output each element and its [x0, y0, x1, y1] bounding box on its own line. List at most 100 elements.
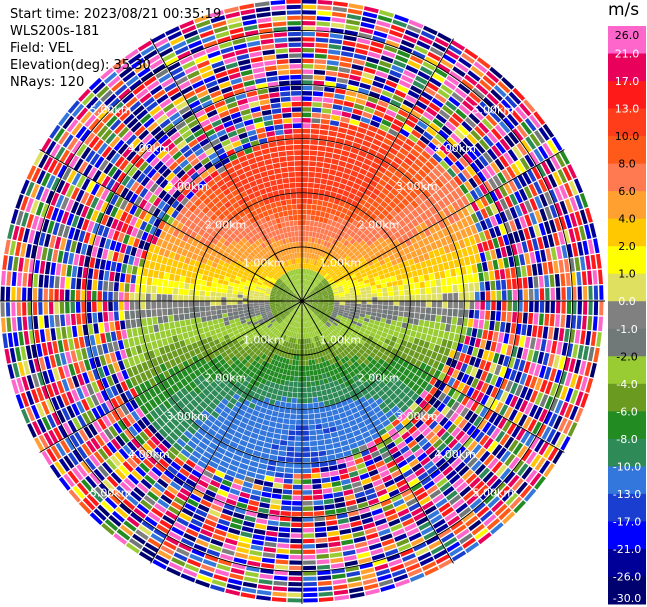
velocity-gate: [367, 345, 375, 352]
velocity-gate: [216, 309, 222, 315]
velocity-gate: [354, 285, 360, 290]
velocity-gate: [211, 310, 217, 316]
velocity-gate: [183, 307, 189, 314]
velocity-gate: [309, 269, 312, 276]
velocity-gate: [375, 105, 387, 113]
velocity-gate: [270, 393, 277, 400]
velocity-gate: [519, 157, 530, 171]
velocity-gate: [482, 75, 496, 88]
velocity-gate: [329, 169, 337, 176]
velocity-gate: [436, 149, 447, 159]
velocity-gate: [310, 242, 315, 248]
velocity-gate: [413, 144, 424, 154]
velocity-gate: [308, 166, 316, 172]
velocity-gate: [312, 193, 319, 200]
velocity-gate: [382, 309, 388, 315]
velocity-gate: [361, 324, 368, 330]
velocity-gate: [438, 247, 446, 256]
velocity-gate: [376, 308, 383, 314]
velocity-gate: [428, 157, 439, 167]
velocity-gate: [340, 533, 353, 541]
velocity-gate: [332, 104, 343, 111]
velocity-gate: [306, 376, 311, 382]
velocity-gate: [446, 252, 453, 262]
velocity-gate: [503, 355, 510, 367]
velocity-gate: [326, 310, 333, 314]
velocity-gate: [302, 139, 310, 145]
velocity-gate: [381, 283, 387, 288]
velocity-gate: [276, 417, 284, 424]
velocity-gate: [372, 324, 379, 330]
velocity-gate: [390, 367, 398, 376]
velocity-gate: [511, 425, 522, 438]
velocity-gate: [273, 580, 288, 586]
velocity-gate: [388, 128, 399, 137]
velocity-gate: [324, 315, 330, 320]
velocity-gate: [258, 301, 265, 304]
velocity-gate: [305, 354, 309, 361]
velocity-gate: [599, 301, 604, 316]
velocity-gate: [478, 122, 490, 134]
velocity-gate: [534, 377, 543, 391]
velocity-gate: [375, 196, 383, 204]
velocity-gate: [438, 129, 449, 140]
velocity-gate: [337, 312, 343, 317]
velocity-gate: [318, 597, 334, 602]
velocity-gate: [77, 325, 83, 337]
velocity-gate: [379, 259, 386, 266]
velocity-gate: [358, 87, 370, 95]
velocity-gate: [430, 351, 438, 360]
velocity-gate: [479, 281, 485, 291]
velocity-gate: [383, 245, 391, 252]
velocity-gate: [399, 295, 405, 301]
velocity-gate: [309, 289, 314, 294]
velocity-gate: [440, 355, 448, 364]
velocity-gate: [367, 96, 379, 104]
velocity-gate: [333, 98, 344, 105]
velocity-gate: [468, 413, 479, 424]
velocity-gate: [529, 198, 538, 211]
velocity-gate: [381, 119, 392, 128]
velocity-gate: [428, 396, 437, 406]
velocity-gate: [328, 294, 334, 297]
velocity-gate: [419, 362, 427, 371]
velocity-gate: [305, 293, 310, 298]
velocity-gate: [390, 275, 397, 282]
velocity-gate: [445, 323, 451, 332]
velocity-gate: [405, 94, 417, 104]
velocity-gate: [307, 188, 314, 194]
velocity-gate: [330, 257, 336, 263]
velocity-gate: [331, 436, 340, 444]
velocity-gate: [533, 111, 546, 126]
velocity-gate: [263, 481, 274, 488]
velocity-gate: [462, 137, 474, 149]
velocity-gate: [359, 339, 366, 345]
velocity-gate: [483, 320, 490, 330]
velocity-gate: [365, 171, 375, 179]
velocity-gate: [323, 493, 334, 499]
velocity-gate: [432, 192, 441, 202]
velocity-gate: [451, 148, 462, 160]
velocity-gate: [538, 441, 550, 456]
velocity-gate: [485, 310, 491, 320]
velocity-gate: [384, 183, 393, 192]
velocity-gate: [427, 328, 434, 336]
velocity-gate: [319, 269, 324, 275]
velocity-gate: [503, 117, 515, 130]
velocity-gate: [406, 271, 413, 279]
velocity-gate: [511, 278, 517, 290]
velocity-gate: [532, 350, 539, 363]
velocity-gate: [445, 357, 453, 367]
velocity-gate: [455, 61, 469, 73]
velocity-gate: [302, 214, 307, 220]
velocity-gate: [449, 412, 459, 423]
velocity-gate: [303, 290, 305, 296]
velocity-gate: [461, 247, 469, 257]
velocity-gate: [371, 268, 378, 274]
velocity-gate: [362, 321, 369, 326]
velocity-gate: [382, 305, 388, 310]
velocity-gate: [437, 199, 447, 210]
velocity-gate: [302, 91, 313, 96]
velocity-gate: [523, 227, 531, 240]
velocity-gate: [354, 250, 361, 257]
